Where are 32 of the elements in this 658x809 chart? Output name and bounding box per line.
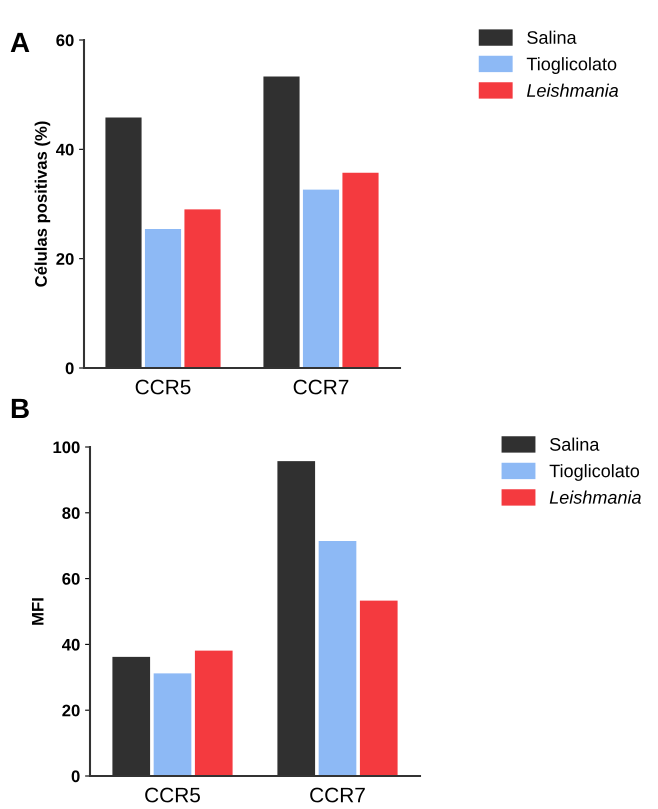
y-tick-label: 20 xyxy=(56,253,74,265)
x-tick-label: CCR7 xyxy=(294,380,348,394)
y-tick-label: 80 xyxy=(62,507,80,520)
legend-label: Salina xyxy=(527,30,577,44)
text: B xyxy=(12,398,29,418)
bar xyxy=(154,673,192,776)
y-tick-label: 40 xyxy=(62,638,80,651)
legend-label: Leishmania xyxy=(526,84,618,97)
bar xyxy=(342,172,379,368)
bar xyxy=(144,229,182,368)
x-tick-label: CCR5 xyxy=(145,788,200,802)
bar xyxy=(318,541,356,776)
y-tick-label: 0 xyxy=(72,770,80,782)
y-axis-title: Células positivas (%) xyxy=(34,121,50,287)
x-tick-label: CCR7 xyxy=(310,788,365,802)
bar xyxy=(194,650,233,776)
y-tick-label: 100 xyxy=(54,441,80,454)
legend-label: Salina xyxy=(550,438,600,451)
y-tick-label: 20 xyxy=(62,704,80,716)
y-axis-title: MFI xyxy=(32,598,44,625)
y-tick-label: 60 xyxy=(62,573,80,585)
bar xyxy=(184,209,221,368)
text: A xyxy=(10,32,30,52)
y-tick-label: 0 xyxy=(66,362,74,374)
legend-label: Leishmania xyxy=(550,490,641,504)
legend-label: Tioglicolato xyxy=(526,57,616,74)
legend-label: Tioglicolato xyxy=(550,464,640,481)
bar xyxy=(302,190,340,368)
y-tick-label: 40 xyxy=(56,144,74,156)
y-tick-label: 60 xyxy=(56,34,74,46)
x-tick-label: CCR5 xyxy=(136,380,190,394)
bar xyxy=(360,600,398,776)
